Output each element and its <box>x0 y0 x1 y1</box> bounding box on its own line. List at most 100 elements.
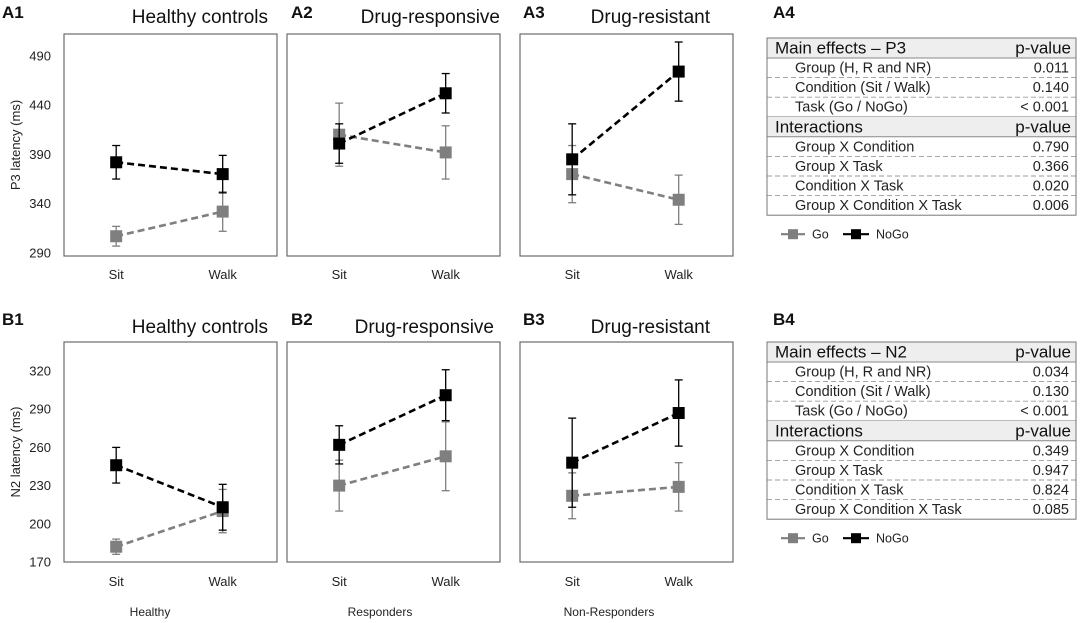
chart-b3: B3 Drug-resistant Sit Walk Non-Responders <box>519 310 734 619</box>
table-row-value: 0.140 <box>1033 80 1069 96</box>
y-tick-label: 290 <box>29 402 51 417</box>
x-tick-label: Walk <box>431 574 460 589</box>
go-point <box>439 450 452 463</box>
x-tick-label: Walk <box>431 267 460 282</box>
legend-go-label: Go <box>812 228 829 242</box>
legend: Go NoGo <box>781 228 909 242</box>
panel-label: A1 <box>2 3 24 22</box>
legend-nogo-marker <box>851 533 861 544</box>
panel-label: B2 <box>291 310 313 329</box>
go-series-line <box>572 485 679 498</box>
x-tick-label: Sit <box>332 267 348 282</box>
group-label: Healthy <box>130 605 171 619</box>
nogo-series-line <box>571 70 680 161</box>
x-tick-label: Walk <box>664 267 693 282</box>
x-tick-label: Sit <box>109 574 125 589</box>
go-series-line <box>338 455 447 487</box>
table-pvalue-header: p-value <box>1015 421 1071 440</box>
table-row-label: Group (H, R and NR) <box>795 365 931 381</box>
table-row-value: 0.947 <box>1033 463 1069 479</box>
table-row-label: Task (Go / NoGo) <box>795 404 908 420</box>
panel-title: Drug-resistant <box>591 7 711 28</box>
table-row-label: Group X Condition X Task <box>795 198 962 214</box>
nogo-point <box>333 137 346 150</box>
y-tick-label: 340 <box>29 196 51 211</box>
x-tick-label: Sit <box>565 267 581 282</box>
table-header-bg <box>767 116 1076 137</box>
panel-label: A2 <box>291 3 313 22</box>
nogo-point <box>110 156 123 169</box>
go-series-line <box>338 133 446 154</box>
panel-label: B4 <box>773 310 795 329</box>
table-row-value: < 0.001 <box>1020 404 1069 420</box>
plot-frame <box>519 341 734 563</box>
table-border <box>766 37 1077 216</box>
y-tick-label: 260 <box>29 440 51 455</box>
chart-b1: B1 Healthy controls 170 200 230 260 290 320 N2 l… <box>2 310 278 619</box>
table-row-label: Group X Condition <box>795 139 914 155</box>
panel-title: Healthy controls <box>132 317 268 338</box>
nogo-point <box>333 438 346 451</box>
plot-frame <box>63 341 278 563</box>
table-border <box>766 341 1077 520</box>
table-row-label: Task (Go / NoGo) <box>795 100 908 116</box>
table-header-bg <box>767 420 1076 441</box>
nogo-point <box>439 87 452 100</box>
nogo-point <box>566 153 579 166</box>
nogo-series-line <box>338 92 447 145</box>
group-label: Non-Responders <box>564 605 655 619</box>
nogo-series-line <box>116 160 223 176</box>
go-point <box>110 230 123 243</box>
legend: Go NoGo <box>781 532 909 546</box>
y-tick-label: 230 <box>29 478 51 493</box>
x-tick-label: Walk <box>208 574 237 589</box>
nogo-point <box>216 168 229 181</box>
go-point <box>333 479 346 492</box>
table-row-value: 0.006 <box>1033 198 1069 214</box>
table-row-label: Condition (Sit / Walk) <box>795 384 931 400</box>
legend-go-marker <box>788 229 798 240</box>
table-header-bg <box>767 38 1076 58</box>
nogo-point <box>672 407 685 420</box>
y-tick-label: 390 <box>29 147 51 162</box>
nogo-point <box>110 459 123 472</box>
table-main-header: Main effects – P3 <box>775 39 906 58</box>
go-series-line <box>571 172 679 202</box>
chart-b2: B2 Drug-responsive Sit Walk Responders <box>286 310 501 619</box>
table-row-label: Group X Condition <box>795 443 914 459</box>
table-row-label: Group (H, R and NR) <box>795 61 931 77</box>
table-interactions-header: Interactions <box>775 421 863 440</box>
table-row-label: Condition X Task <box>795 483 904 499</box>
nogo-series-line <box>115 464 224 509</box>
x-tick-label: Sit <box>565 574 581 589</box>
x-tick-label: Walk <box>664 574 693 589</box>
table-row-label: Group X Task <box>795 463 883 479</box>
y-tick-label: 440 <box>29 98 51 113</box>
stats-table-b4: B4 Main effects – N2 p-value Group (H, R an… <box>766 310 1077 546</box>
legend-nogo-marker <box>851 229 861 240</box>
table-row-value: 0.790 <box>1033 139 1069 155</box>
table-pvalue-header: p-value <box>1015 117 1071 136</box>
go-point <box>216 205 229 218</box>
table-row-value: < 0.001 <box>1020 100 1069 116</box>
table-main-header: Main effects – N2 <box>775 343 907 362</box>
x-tick-label: Sit <box>109 267 125 282</box>
y-tick-label: 290 <box>29 246 51 261</box>
y-tick-label: 200 <box>29 516 51 531</box>
legend-go-label: Go <box>812 532 829 546</box>
y-tick-label: 320 <box>29 364 51 379</box>
panel-label: A4 <box>773 3 795 22</box>
table-row-value: 0.824 <box>1033 483 1069 499</box>
table-row-value: 0.349 <box>1033 443 1069 459</box>
x-tick-label: Walk <box>208 267 237 282</box>
table-row-value: 0.366 <box>1033 159 1069 175</box>
chart-a3: A3 Drug-resistant Sit Walk <box>519 3 734 282</box>
panel-label: B1 <box>2 310 24 329</box>
go-point <box>672 193 685 206</box>
y-tick-label: 170 <box>29 555 51 570</box>
chart-a1: A1 Healthy controls 290 340 390 440 490 P3 late… <box>2 3 278 282</box>
y-tick-label: 490 <box>29 48 51 63</box>
go-point <box>439 146 452 159</box>
panel-title: Drug-resistant <box>591 317 711 338</box>
table-pvalue-header: p-value <box>1015 343 1071 362</box>
